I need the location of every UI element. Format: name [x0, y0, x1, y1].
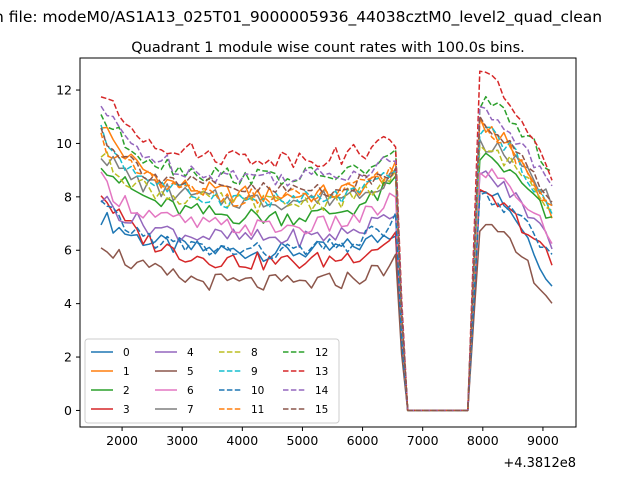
chart-title: Quadrant 1 module wise count rates with … [131, 40, 525, 56]
x-tick-label: 3000 [166, 433, 198, 448]
legend-label: 13 [315, 366, 328, 378]
y-tick-label: 2 [64, 350, 72, 365]
series-line-5 [100, 223, 553, 412]
y-axis: 0 2 4 6 8 10 12 [56, 83, 80, 418]
figure-suptitle: n file: modeM0/AS1A13_025T01_9000005936_… [0, 8, 602, 27]
legend-label: 8 [251, 347, 258, 359]
x-tick-label: 4000 [226, 433, 258, 448]
legend-label: 3 [123, 404, 130, 416]
plot-frame [79, 57, 577, 428]
legend-label: 5 [187, 366, 194, 378]
legend-label: 14 [315, 385, 329, 397]
series-line-6 [100, 168, 553, 412]
legend-label: 10 [251, 385, 264, 397]
legend-label: 7 [187, 404, 194, 416]
y-tick-label: 8 [64, 189, 72, 204]
legend-box [84, 338, 340, 424]
x-tick-label: 5000 [287, 433, 319, 448]
x-tick-label: 9000 [527, 433, 559, 448]
series-layer [100, 70, 553, 412]
x-tick-label: 2000 [106, 433, 138, 448]
y-tick-label: 12 [56, 83, 72, 98]
series-line-13 [100, 70, 553, 412]
legend-label: 4 [187, 347, 194, 359]
y-tick-label: 0 [64, 403, 72, 418]
x-offset-label: +4.3812e8 [503, 456, 576, 471]
x-tick-label: 8000 [467, 433, 499, 448]
legend-label: 11 [251, 404, 264, 416]
legend-label: 1 [123, 366, 130, 378]
legend-label: 6 [187, 385, 194, 397]
x-axis: 2000 3000 4000 5000 6000 7000 8000 9000 [106, 427, 559, 448]
y-tick-label: 6 [64, 243, 72, 258]
x-tick-label: 6000 [347, 433, 379, 448]
legend-label: 12 [315, 347, 328, 359]
y-tick-label: 4 [64, 296, 72, 311]
legend-label: 9 [251, 366, 258, 378]
y-tick-label: 10 [56, 136, 72, 151]
series-line-15 [100, 115, 553, 412]
legend-label: 0 [123, 347, 130, 359]
legend-label: 2 [123, 385, 130, 397]
legend-label: 15 [315, 404, 328, 416]
x-tick-label: 7000 [407, 433, 439, 448]
